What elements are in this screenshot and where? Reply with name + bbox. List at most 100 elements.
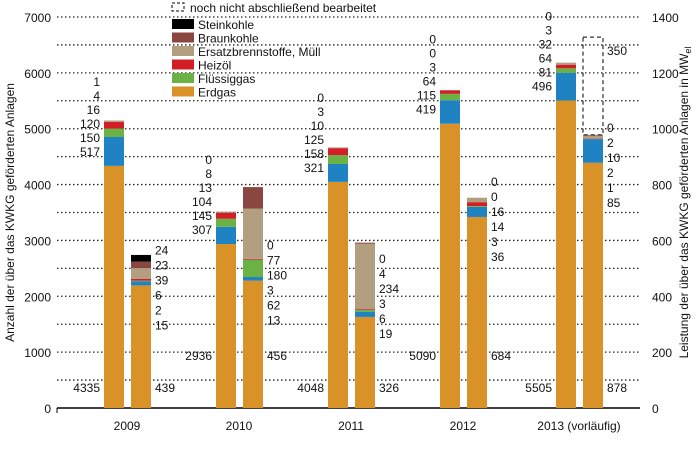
data-label-count: 517 <box>80 145 100 159</box>
y-tick-left: 2000 <box>24 290 51 304</box>
data-label-count: 4048 <box>297 381 324 395</box>
x-tick-label: 2010 <box>226 419 253 433</box>
data-label-capacity: 6 <box>155 288 162 302</box>
data-label-capacity: 24 <box>155 243 169 257</box>
bar-count-Erdgas <box>216 244 236 408</box>
data-label-count: 125 <box>304 133 324 147</box>
bar-capacity-Heizöl <box>467 202 487 207</box>
bar-capacity-Flüssiggas <box>467 206 487 207</box>
bar-count-Heizöl <box>328 148 348 156</box>
bar-capacity-Heizöl <box>131 278 151 281</box>
y-tick-left: 1000 <box>24 346 51 360</box>
legend-label: Flüssiggas <box>198 72 255 86</box>
data-label-count: 64 <box>423 75 437 89</box>
bar-capacity-Erdgas <box>467 216 487 408</box>
data-label-count: 0 <box>429 47 436 61</box>
data-label-capacity: 62 <box>267 299 281 313</box>
bar-count-series-1 <box>440 100 460 124</box>
x-tick-label: 2009 <box>114 419 141 433</box>
bar-capacity-Ersatzbrennstoffe, Müll <box>131 268 151 279</box>
bar-count-Flüssiggas <box>104 128 124 137</box>
bar-count-Erdgas <box>328 181 348 408</box>
data-label-capacity: 0 <box>607 121 614 135</box>
data-label-capacity: 0 <box>267 239 274 253</box>
year-group-2009 <box>104 120 151 408</box>
legend <box>171 2 194 97</box>
data-label-count: 307 <box>192 223 212 237</box>
x-tick-label: 2011 <box>338 419 364 433</box>
data-label-count: 321 <box>304 161 324 175</box>
data-label-count: 16 <box>87 103 101 117</box>
bar-capacity-Flüssiggas <box>131 280 151 282</box>
legend-swatch-pending <box>171 2 185 12</box>
legend-swatch <box>172 86 194 97</box>
bar-count-Flüssiggas <box>556 68 576 73</box>
data-label-capacity: 326 <box>379 381 399 395</box>
bar-count-Ersatzbrennstoffe, Müll <box>216 212 236 213</box>
year-group-2011 <box>328 147 375 408</box>
bar-capacity-series-1 <box>243 277 263 281</box>
data-label-capacity: 39 <box>155 273 169 287</box>
bar-count-Ersatzbrennstoffe, Müll <box>328 147 348 149</box>
data-label-count: 3 <box>317 105 324 119</box>
data-label-count: 5090 <box>409 349 436 363</box>
data-label-count: 3 <box>545 24 552 38</box>
data-label-capacity: 13 <box>267 314 281 328</box>
bar-count-Flüssiggas <box>440 93 460 101</box>
y-tick-left: 3000 <box>24 234 51 248</box>
data-label-capacity: 85 <box>607 196 621 210</box>
bar-capacity-Erdgas <box>355 316 375 408</box>
legend-label: Braunkohle <box>198 32 259 46</box>
data-label-capacity: 19 <box>379 327 393 341</box>
bar-count-Ersatzbrennstoffe, Müll <box>556 62 576 65</box>
data-label-capacity: 456 <box>267 349 287 363</box>
bar-capacity-Erdgas <box>583 162 603 408</box>
bar-capacity-Erdgas <box>243 280 263 408</box>
y-tick-left: 7000 <box>24 11 51 25</box>
data-label-capacity: 3 <box>379 297 386 311</box>
data-label-capacity: 0 <box>379 252 386 266</box>
bar-capacity-Flüssiggas <box>355 309 375 312</box>
x-tick-label: 2013 (vorläufig) <box>537 419 620 433</box>
year-group-2013 <box>556 36 604 408</box>
x-tick-label: 2012 <box>450 419 477 433</box>
data-label-count: 4 <box>93 89 100 103</box>
data-label-capacity: 3 <box>491 235 498 249</box>
data-label-count: 5505 <box>525 381 552 395</box>
bar-count-Flüssiggas <box>328 155 348 164</box>
data-label-capacity: 10 <box>607 151 621 165</box>
y-tick-right: 800 <box>652 179 672 193</box>
data-label-pending: 350 <box>607 44 627 58</box>
bar-capacity-Ersatzbrennstoffe, Müll <box>583 135 603 139</box>
data-label-capacity: 684 <box>491 349 511 363</box>
bar-pending <box>582 36 604 136</box>
bar-count-Heizöl <box>440 90 460 94</box>
data-label-count: 10 <box>311 119 325 133</box>
data-label-capacity: 6 <box>379 312 386 326</box>
legend-label: Ersatzbrennstoffe, Müll <box>198 45 321 59</box>
bar-count-series-1 <box>328 163 348 182</box>
legend-swatch <box>172 73 194 83</box>
data-label-capacity: 77 <box>267 254 281 268</box>
y-tick-left: 6000 <box>24 67 51 81</box>
data-label-count: 0 <box>317 91 324 105</box>
bar-count-Erdgas <box>556 100 576 408</box>
data-label-capacity: 878 <box>607 381 627 395</box>
bar-capacity-Ersatzbrennstoffe, Müll <box>355 243 375 310</box>
data-label-capacity: 16 <box>491 205 505 219</box>
bar-capacity-Flüssiggas <box>243 259 263 278</box>
bar-capacity-Braunkohle <box>355 242 375 244</box>
y-tick-left: 4000 <box>24 179 51 193</box>
data-label-count: 81 <box>539 66 553 80</box>
data-label-capacity: 3 <box>267 284 274 298</box>
data-label-count: 13 <box>199 181 213 195</box>
data-label-count: 0 <box>429 33 436 47</box>
y-tick-right: 1000 <box>652 123 679 137</box>
data-label-capacity: 15 <box>155 318 169 332</box>
y-tick-right: 1200 <box>652 67 679 81</box>
data-label-capacity: 1 <box>607 181 614 195</box>
subscript: el <box>683 47 693 54</box>
data-label-capacity: 2 <box>607 166 614 180</box>
legend-label: Steinkohle <box>198 18 254 32</box>
data-label-capacity: 23 <box>155 258 169 272</box>
